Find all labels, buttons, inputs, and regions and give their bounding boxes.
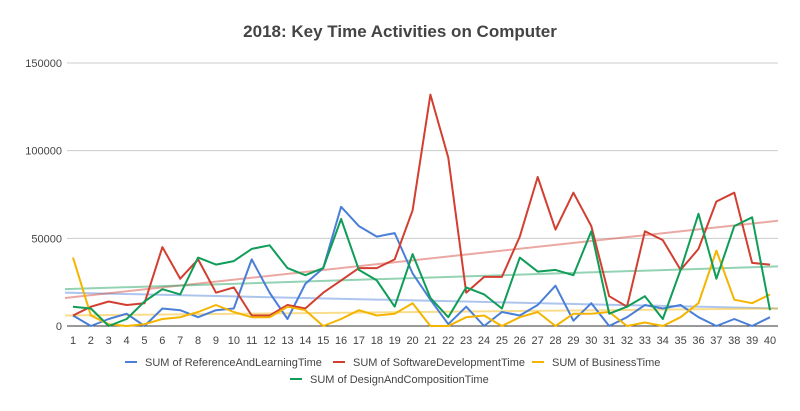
x-tick-label: 8 (195, 335, 201, 347)
x-tick-label: 24 (478, 335, 490, 347)
legend-label: SUM of BusinessTime (552, 357, 660, 369)
trendline (64, 291, 779, 310)
series-line (72, 93, 771, 317)
x-tick-label: 22 (442, 335, 454, 347)
legend: SUM of ReferenceAndLearningTime SUM of So… (125, 357, 660, 386)
x-tick-label: 18 (371, 335, 383, 347)
x-tick-label: 29 (567, 335, 579, 347)
trendline (64, 307, 779, 317)
x-tick-label: 40 (764, 335, 776, 347)
y-tick-label: 0 (56, 321, 62, 333)
x-tick-label: 12 (263, 335, 275, 347)
x-tick-label: 16 (335, 335, 347, 347)
x-tick-label: 4 (124, 335, 130, 347)
x-tick-label: 32 (621, 335, 633, 347)
x-tick-label: 21 (424, 335, 436, 347)
x-tick-label: 31 (603, 335, 615, 347)
x-tick-label: 3 (106, 335, 112, 347)
x-tick-label: 26 (514, 335, 526, 347)
chart-title: 2018: Key Time Activities on Computer (243, 22, 557, 41)
y-axis-ticks: 0 50000 100000 150000 (25, 58, 62, 333)
x-tick-label: 33 (639, 335, 651, 347)
legend-label: SUM of SoftwareDevelopmentTime (353, 357, 525, 369)
y-tick-label: 50000 (31, 233, 62, 245)
x-tick-label: 10 (228, 335, 240, 347)
x-tick-label: 2 (88, 335, 94, 347)
y-tick-label: 150000 (25, 58, 62, 70)
x-tick-label: 7 (177, 335, 183, 347)
x-tick-label: 25 (496, 335, 508, 347)
x-tick-label: 19 (389, 335, 401, 347)
legend-label: SUM of DesignAndCompositionTime (310, 374, 489, 386)
x-tick-label: 37 (710, 335, 722, 347)
x-tick-label: 13 (281, 335, 293, 347)
legend-label: SUM of ReferenceAndLearningTime (145, 357, 322, 369)
x-tick-label: 38 (728, 335, 740, 347)
x-tick-label: 17 (353, 335, 365, 347)
x-tick-label: 36 (692, 335, 704, 347)
x-axis-ticks: 1 2 3 4 5 6 7 8 9 10 11 12 13 14 15 16 17 18 19 20 21 22 23 24 2… (70, 335, 776, 347)
x-tick-label: 28 (549, 335, 561, 347)
x-tick-label: 27 (532, 335, 544, 347)
y-tick-label: 100000 (25, 146, 62, 158)
x-tick-label: 35 (675, 335, 687, 347)
x-tick-label: 30 (585, 335, 597, 347)
x-tick-label: 11 (246, 335, 257, 347)
x-tick-label: 14 (299, 335, 311, 347)
series-line (72, 212, 771, 327)
x-tick-label: 5 (141, 335, 147, 347)
x-tick-label: 23 (460, 335, 472, 347)
series-line (72, 249, 771, 327)
series-lines (72, 93, 771, 327)
x-tick-label: 39 (746, 335, 758, 347)
x-tick-label: 20 (406, 335, 418, 347)
x-tick-label: 1 (70, 335, 76, 347)
x-tick-label: 15 (317, 335, 329, 347)
x-tick-label: 9 (213, 335, 219, 347)
x-tick-label: 34 (657, 335, 669, 347)
x-tick-label: 6 (159, 335, 165, 347)
